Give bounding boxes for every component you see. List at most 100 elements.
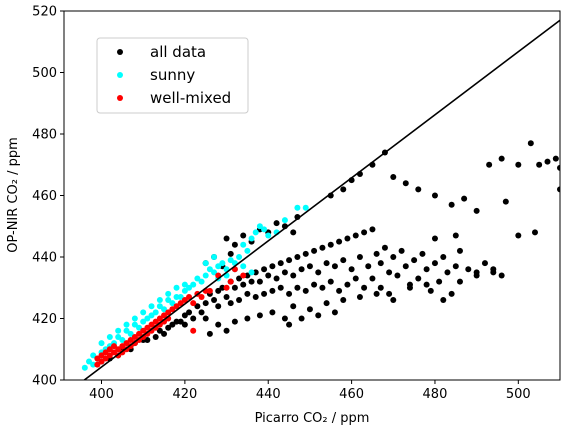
all-data-point: [440, 254, 447, 260]
x-axis-label: Picarro CO₂ / ppm: [255, 411, 370, 426]
well-mixed-point: [198, 293, 205, 300]
all-data-point: [340, 257, 347, 264]
sunny-point: [211, 254, 218, 260]
sunny-point: [261, 226, 268, 233]
points-layer: [81, 140, 560, 371]
y-tick-label: 420: [32, 312, 57, 327]
all-data-point: [215, 303, 222, 310]
all-data-point: [202, 315, 209, 322]
all-data-point: [398, 247, 405, 254]
all-data-point: [286, 257, 293, 264]
all-data-point: [394, 272, 401, 279]
sunny-point: [173, 284, 180, 291]
all-data-point: [373, 290, 380, 297]
sunny-point: [115, 333, 122, 340]
x-tick-label: 440: [256, 387, 281, 402]
all-data-point: [444, 269, 451, 276]
all-data-point: [190, 315, 197, 322]
all-data-point: [365, 263, 372, 270]
all-data-point: [390, 174, 397, 181]
all-data-point: [531, 229, 538, 236]
sunny-point: [127, 330, 134, 337]
sunny-point: [131, 321, 138, 328]
all-data-point: [173, 318, 180, 325]
reference-line-layer: [83, 19, 560, 380]
all-data-point: [527, 140, 534, 147]
all-data-point: [294, 284, 301, 291]
all-data-point: [211, 297, 218, 304]
all-data-point: [390, 254, 397, 260]
all-data-point: [481, 260, 488, 267]
well-mixed-point: [102, 349, 109, 356]
all-data-point: [431, 235, 438, 242]
all-data-point: [223, 327, 230, 334]
x-tick-label: 460: [339, 387, 364, 402]
all-data-point: [319, 244, 326, 251]
legend-marker: [117, 72, 123, 78]
all-data-point: [244, 315, 251, 322]
sunny-point: [156, 303, 163, 310]
all-data-point: [369, 275, 376, 282]
x-axis: 400 420 440 460 480 500: [89, 380, 531, 402]
all-data-point: [219, 284, 226, 291]
x-tick-label: 400: [89, 387, 114, 402]
all-data-point: [177, 318, 184, 325]
sunny-point: [90, 352, 97, 359]
all-data-point: [336, 238, 343, 245]
all-data-point: [290, 272, 297, 279]
all-data-point: [240, 232, 247, 239]
all-data-point: [256, 278, 263, 285]
all-data-point: [544, 158, 551, 165]
all-data-point: [269, 309, 276, 316]
all-data-point: [186, 309, 193, 316]
one-to-one-line: [83, 19, 560, 380]
sunny-point: [169, 300, 176, 307]
all-data-point: [390, 297, 397, 304]
sunny-point: [211, 269, 218, 276]
sunny-point: [236, 254, 243, 260]
y-axis: 400 420 440 460 480 500 520: [32, 5, 64, 389]
y-axis-label: OP-NIR CO₂ / ppm: [6, 137, 21, 253]
sunny-point: [115, 327, 122, 334]
well-mixed-point: [111, 349, 118, 356]
x-tick-label: 480: [423, 387, 448, 402]
well-mixed-point: [190, 327, 197, 334]
all-data-point: [419, 250, 426, 257]
well-mixed-point: [206, 287, 213, 294]
well-mixed-point: [102, 355, 109, 362]
well-mixed-point: [106, 352, 113, 359]
sunny-point: [165, 297, 172, 304]
all-data-point: [327, 278, 334, 285]
sunny-point: [123, 321, 130, 328]
all-data-point: [240, 281, 247, 288]
legend: all data sunny well-mixed: [96, 37, 249, 114]
all-data-point: [277, 260, 284, 267]
all-data-point: [227, 300, 234, 307]
sunny-point: [244, 247, 251, 254]
well-mixed-point: [169, 306, 176, 313]
legend-label: all data: [150, 43, 206, 61]
all-data-point: [361, 229, 368, 236]
all-data-point: [319, 284, 326, 291]
all-data-point: [302, 250, 309, 257]
y-tick-label: 460: [32, 189, 57, 204]
well-mixed-point: [148, 321, 155, 328]
all-data-point: [181, 321, 188, 328]
sunny-point: [256, 223, 263, 230]
sunny-point: [119, 337, 126, 344]
all-data-point: [236, 297, 243, 304]
well-mixed-point: [136, 330, 143, 337]
all-data-point: [294, 254, 301, 260]
all-data-point: [369, 226, 376, 233]
sunny-point: [202, 272, 209, 279]
sunny-point: [181, 287, 188, 294]
legend-box: [96, 37, 249, 114]
all-data-point: [440, 297, 447, 304]
all-data-point: [273, 275, 280, 282]
well-mixed-point: [190, 300, 197, 307]
all-data-point: [381, 244, 388, 251]
sunny-point: [252, 229, 259, 236]
all-data-point: [315, 312, 322, 319]
all-data-point: [223, 235, 230, 242]
